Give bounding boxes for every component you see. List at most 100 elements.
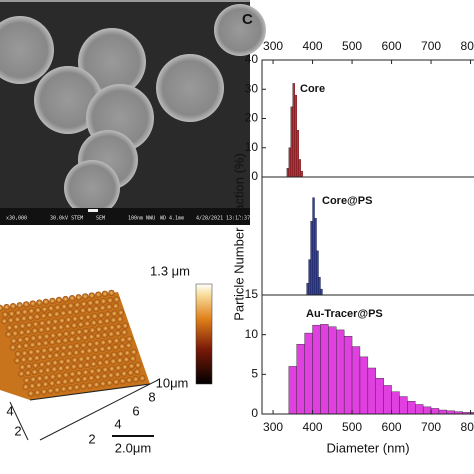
y-tick-label: 20 (245, 111, 259, 125)
afm-bump (68, 377, 75, 384)
sem-info: 30.0kV STEM (50, 216, 83, 222)
afm-bump (108, 324, 116, 331)
afm-bump (9, 303, 17, 310)
afm-bump (38, 361, 46, 368)
afm-bump (84, 355, 92, 362)
afm-bump (62, 371, 70, 379)
x-tick-label: 700 (421, 420, 441, 434)
afm-bump (94, 373, 102, 381)
afm-bump (17, 336, 24, 344)
afm-bump (94, 332, 102, 340)
afm-bump (12, 323, 20, 331)
afm-bump (60, 309, 67, 317)
afm-tick: 2 (88, 431, 95, 446)
afm-bump (73, 342, 81, 350)
afm-bump (80, 341, 87, 349)
afm-bump (130, 348, 137, 356)
afm-bump (112, 302, 119, 310)
afm-bump (29, 300, 36, 307)
bar (375, 378, 384, 415)
afm-bump (29, 382, 36, 390)
afm-bump (3, 303, 10, 311)
afm-bump (80, 300, 88, 308)
afm-bump (88, 374, 95, 382)
afm-bump (80, 383, 87, 390)
afm-bump (34, 306, 42, 314)
afm-bump (92, 346, 100, 354)
afm-bump (43, 333, 50, 340)
series-label: Core (300, 83, 325, 95)
afm-bump (76, 328, 83, 336)
afm-tick: 2 (14, 423, 21, 438)
afm-bump (112, 344, 119, 351)
afm-bump (95, 291, 102, 298)
afm-bump (23, 301, 30, 308)
bar (415, 404, 424, 415)
afm-bump (55, 379, 62, 386)
afm-tick: 6 (132, 403, 139, 418)
afm-bump (108, 289, 115, 297)
afm-bump (123, 349, 131, 357)
x-tick-label: 800 (461, 420, 474, 434)
afm-bump (88, 333, 95, 340)
afm-bump (41, 347, 48, 354)
afm-bump (129, 355, 137, 362)
afm-bump (31, 368, 38, 376)
afm-bump (72, 349, 80, 356)
afm-bump (7, 317, 15, 324)
afm-bump (88, 368, 96, 375)
afm-bump (10, 337, 17, 345)
afm-bump (47, 387, 54, 394)
afm-bump (110, 358, 117, 365)
bar (438, 409, 448, 415)
x-tick-label-top: 800 (461, 39, 474, 53)
afm-bump (9, 344, 17, 351)
afm-bump (14, 350, 22, 358)
bar (288, 147, 292, 178)
x-tick-label: 300 (263, 420, 283, 434)
afm-bump (97, 353, 105, 360)
x-tick-label: 600 (382, 420, 402, 434)
afm-bump (48, 380, 56, 387)
afm-bump (31, 327, 38, 334)
bar (312, 197, 315, 296)
afm-bump (121, 322, 129, 329)
afm-bump (75, 294, 82, 301)
afm-bump (32, 320, 39, 328)
afm-bump (62, 330, 70, 337)
afm-bump (110, 351, 118, 358)
bar (306, 283, 309, 296)
afm-bump (99, 380, 107, 387)
afm-bump (0, 304, 4, 312)
afm-bump (42, 298, 50, 305)
afm-bump (67, 302, 74, 309)
afm-tick: 10μm (156, 375, 189, 390)
afm-bump (114, 371, 121, 378)
bar (399, 396, 408, 415)
afm-bump (22, 383, 29, 391)
afm-bump (101, 372, 108, 380)
sem-info: 13:12:37 (226, 216, 250, 222)
afm-bump (68, 336, 76, 343)
x-tick-label: 400 (303, 420, 323, 434)
afm-bump (90, 360, 97, 368)
afm-bump (53, 310, 60, 318)
afm-bump (98, 312, 105, 319)
afm-bump (75, 369, 83, 377)
afm-tick: 4 (6, 403, 13, 418)
afm-bump (25, 328, 32, 335)
afm-bump (106, 338, 113, 345)
afm-bump (21, 349, 28, 357)
afm-bump (86, 347, 93, 354)
afm-bump (43, 374, 50, 381)
afm-bump (105, 303, 113, 311)
afm-bump (97, 318, 104, 326)
afm-bump (21, 308, 29, 316)
afm-bump (66, 350, 73, 357)
afm-bump (45, 360, 52, 367)
afm-bump (128, 362, 135, 370)
afm-bump (99, 304, 106, 312)
afm-bump (48, 338, 56, 346)
afm-bump (20, 356, 27, 363)
